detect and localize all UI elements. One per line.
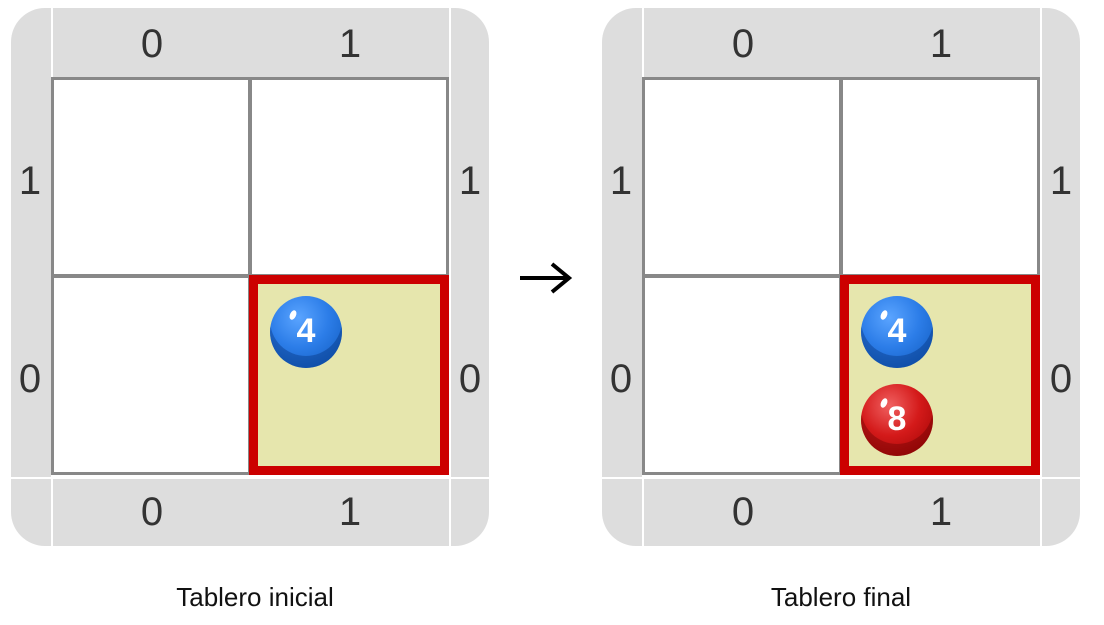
piece-value: 4	[296, 312, 316, 350]
cell-0-0[interactable]	[51, 275, 251, 475]
top-label-col-1: 1	[338, 22, 362, 66]
right-arrow-icon	[520, 262, 573, 294]
top-label-col-0: 0	[140, 22, 164, 66]
bottom-label-col-1: 1	[338, 490, 362, 534]
cell-1-0-selected[interactable]: 4	[249, 275, 449, 475]
bottom-label-col-1: 1	[929, 490, 953, 534]
piece-blue[interactable]: 4	[270, 296, 342, 368]
right-label-row-0: 0	[1049, 357, 1073, 401]
right-label-row-1: 1	[1049, 159, 1073, 203]
right-label-row-1: 1	[458, 159, 482, 203]
board-grid: 4 8	[642, 77, 1042, 477]
cell-1-0-selected[interactable]: 4 8	[840, 275, 1040, 475]
cell-0-1[interactable]	[642, 77, 842, 277]
piece-value: 4	[887, 312, 907, 350]
final-board: 0 1 0 1 1 0 1 0 4 8	[602, 8, 1080, 546]
cell-1-1[interactable]	[249, 77, 449, 277]
board-grid: 4	[51, 77, 451, 477]
left-label-row-0: 0	[609, 357, 633, 401]
piece-blue[interactable]: 4	[861, 296, 933, 368]
caption-initial-board: Tablero inicial	[176, 582, 334, 612]
top-label-col-0: 0	[731, 22, 755, 66]
frame-separator	[602, 477, 1080, 479]
top-label-col-1: 1	[929, 22, 953, 66]
piece-red[interactable]: 8	[861, 384, 933, 456]
cell-0-1[interactable]	[51, 77, 251, 277]
cell-1-1[interactable]	[840, 77, 1040, 277]
caption-final-board: Tablero final	[770, 582, 912, 612]
right-label-row-0: 0	[458, 357, 482, 401]
left-label-row-0: 0	[18, 357, 42, 401]
initial-board: 0 1 0 1 1 0 1 0 4	[11, 8, 489, 546]
left-label-row-1: 1	[18, 159, 42, 203]
bottom-label-col-0: 0	[140, 490, 164, 534]
cell-0-0[interactable]	[642, 275, 842, 475]
bottom-label-col-0: 0	[731, 490, 755, 534]
left-label-row-1: 1	[609, 159, 633, 203]
frame-separator	[11, 477, 489, 479]
piece-value: 8	[887, 400, 907, 438]
